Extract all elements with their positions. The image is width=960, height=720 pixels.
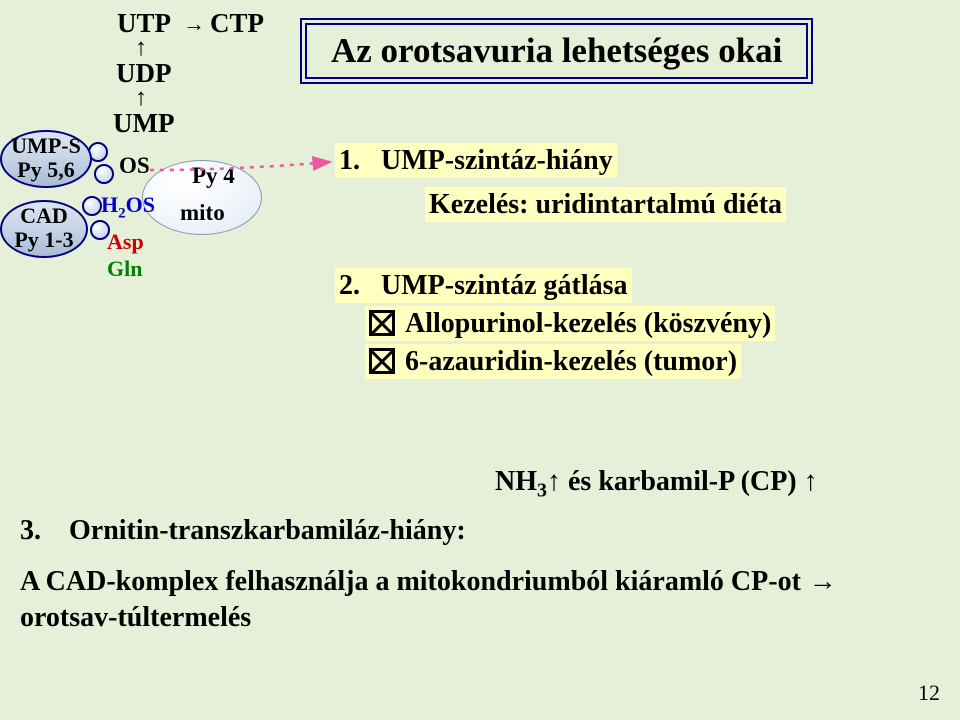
point1-block: 1. UMP-szintáz-hiány Kezelés: uridintart…	[335, 145, 786, 221]
nh3-line: NH3↑ és karbamil-P (CP) ↑	[495, 465, 818, 503]
title-box: Az orotsavuria lehetséges okai	[300, 18, 813, 84]
page-title: Az orotsavuria lehetséges okai	[331, 31, 782, 70]
p3-text: Ornitin-transzkarbamiláz-hiány:	[69, 515, 466, 546]
p1-text: UMP-szintáz-hiány	[381, 145, 613, 176]
point3-line: 3. Ornitin-transzkarbamiláz-hiány:	[20, 515, 466, 547]
p1-num: 1.	[339, 145, 360, 176]
p2-bul1: Allopurinol-kezelés (köszvény)	[405, 308, 771, 339]
point2-block: 2. UMP-szintáz gátlása Allopurinol-kezel…	[335, 270, 775, 379]
p2-bul2: 6-azauridin-kezelés (tumor)	[405, 346, 737, 377]
p1-sub: Kezelés: uridintartalmú diéta	[425, 187, 786, 222]
p2-num: 2.	[339, 270, 360, 301]
bullet-icon	[369, 310, 395, 336]
p3-num: 3.	[20, 515, 41, 546]
bullet-icon	[369, 348, 395, 374]
bottom-line-1: A CAD-komplex felhasználja a mitokondriu…	[20, 565, 940, 598]
page-number: 12	[918, 680, 940, 706]
bottom-line-2: orotsav-túltermelés	[20, 602, 251, 634]
p2-text: UMP-szintáz gátlása	[381, 270, 628, 301]
